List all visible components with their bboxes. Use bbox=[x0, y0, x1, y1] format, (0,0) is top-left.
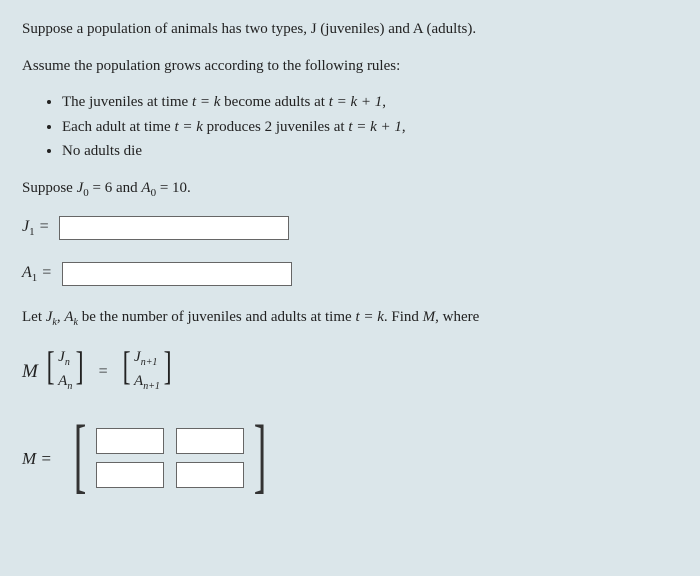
rule-1-tk1: t = k + 1 bbox=[329, 94, 383, 110]
lbracket-m: [ bbox=[74, 422, 87, 494]
rule-2-text-a: Each adult at time bbox=[62, 119, 174, 135]
rule-3: No adults die bbox=[62, 140, 678, 163]
suppose-and: and bbox=[112, 180, 141, 196]
j1-input[interactable] bbox=[59, 216, 289, 240]
rule-2-text-c: , bbox=[402, 119, 406, 135]
eq-m: M bbox=[22, 358, 38, 387]
let-tk: t = k bbox=[355, 309, 383, 325]
j1-eq: = bbox=[35, 218, 50, 235]
suppose-text-a: Suppose bbox=[22, 180, 77, 196]
jn-sub: n bbox=[65, 357, 70, 368]
rule-1-text-c: , bbox=[382, 94, 386, 110]
rbracket-m: ] bbox=[254, 422, 267, 494]
a1-sym: A bbox=[22, 264, 32, 281]
a1-label: A1 = bbox=[22, 261, 52, 287]
let-line: Let Jk, Ak be the number of juveniles an… bbox=[22, 306, 678, 330]
m21-input[interactable] bbox=[96, 462, 164, 488]
m-sym: M bbox=[22, 449, 36, 468]
an-sub: n bbox=[67, 381, 72, 392]
rule-1: The juveniles at time t = k become adult… bbox=[62, 91, 678, 114]
m22-input[interactable] bbox=[176, 462, 244, 488]
rule-1-text-a: The juveniles at time bbox=[62, 94, 192, 110]
intro-line-2: Assume the population grows according to… bbox=[22, 55, 678, 78]
lbracket-1: [ bbox=[46, 346, 54, 398]
j1-label: J1 = bbox=[22, 215, 49, 241]
rbracket-1: ] bbox=[76, 346, 84, 398]
rule-1-tk: t = k bbox=[192, 94, 220, 110]
an1-sub: n+1 bbox=[143, 381, 160, 392]
vec-right: [ Jn+1 An+1 ] bbox=[120, 346, 175, 398]
j0-val: = 6 bbox=[89, 180, 112, 196]
rule-2-tk: t = k bbox=[174, 119, 202, 135]
intro-line-1: Suppose a population of animals has two … bbox=[22, 18, 678, 41]
lbracket-2: [ bbox=[122, 346, 130, 398]
jn1-sym: J bbox=[134, 349, 141, 365]
rule-1-text-b: become adults at bbox=[220, 94, 328, 110]
rbracket-2: ] bbox=[164, 346, 172, 398]
a0-sym: A bbox=[141, 180, 150, 196]
an-sym: A bbox=[58, 373, 67, 389]
rule-2-text-b: produces 2 juveniles at bbox=[203, 119, 348, 135]
let-text-a: Let bbox=[22, 309, 46, 325]
jn-sym: J bbox=[58, 349, 65, 365]
rule-2-tk1: t = k + 1 bbox=[348, 119, 402, 135]
rules-list: The juveniles at time t = k become adult… bbox=[62, 91, 678, 163]
j1-row: J1 = bbox=[22, 215, 678, 241]
equation-line: M [ Jn An ] = [ Jn+1 An+1 ] bbox=[22, 346, 678, 398]
a0-val: = 10. bbox=[156, 180, 191, 196]
let-text-d: , where bbox=[435, 309, 479, 325]
m11-input[interactable] bbox=[96, 428, 164, 454]
let-m: M bbox=[423, 309, 436, 325]
jn1-sub: n+1 bbox=[141, 357, 158, 368]
an1-sym: A bbox=[134, 373, 143, 389]
matrix-row: M = [ ] bbox=[22, 422, 678, 494]
vec-left: [ Jn An ] bbox=[44, 346, 87, 398]
a1-eq: = bbox=[37, 264, 52, 281]
m-eq: = bbox=[36, 449, 52, 468]
a1-row: A1 = bbox=[22, 261, 678, 287]
let-text-b: be the number of juveniles and adults at… bbox=[78, 309, 355, 325]
eq-sign: = bbox=[99, 360, 108, 384]
m-label: M = bbox=[22, 446, 52, 472]
suppose-line: Suppose J0 = 6 and A0 = 10. bbox=[22, 177, 678, 202]
m12-input[interactable] bbox=[176, 428, 244, 454]
matrix-grid bbox=[94, 422, 246, 494]
rule-2: Each adult at time t = k produces 2 juve… bbox=[62, 116, 678, 139]
let-text-c: . Find bbox=[384, 309, 423, 325]
matrix-bracket: [ ] bbox=[66, 422, 274, 494]
let-ak-sym: A bbox=[64, 309, 73, 325]
a1-input[interactable] bbox=[62, 262, 292, 286]
